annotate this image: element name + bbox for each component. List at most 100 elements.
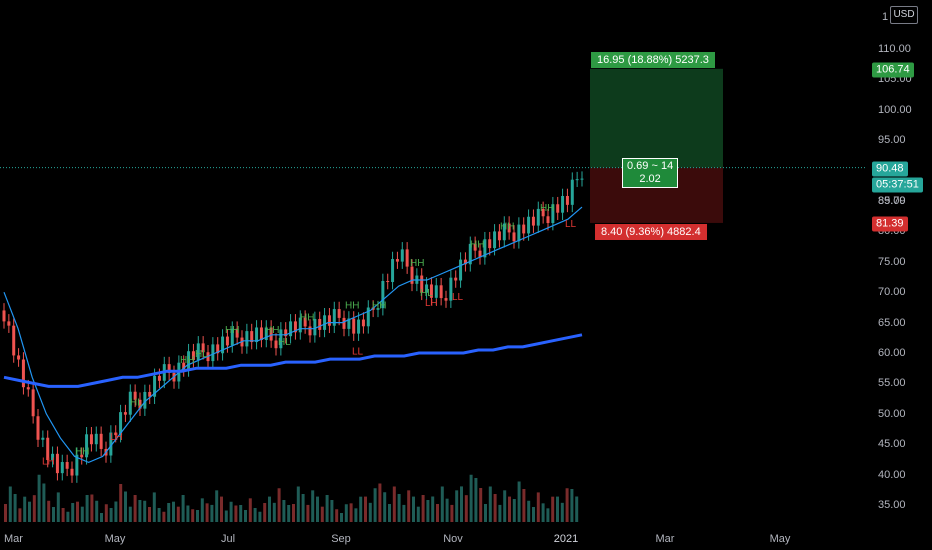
volume-bar — [66, 511, 70, 522]
volume-bar — [253, 508, 257, 522]
price-axis[interactable] — [866, 0, 932, 530]
candle-body — [99, 433, 103, 449]
volume-bar — [517, 481, 521, 522]
volume-bar — [349, 503, 353, 522]
swing-label: HH — [180, 355, 194, 366]
candle-body — [342, 317, 346, 329]
candle-body — [570, 179, 574, 205]
profit-label[interactable]: 16.95 (18.88%) 5237.3 — [591, 52, 715, 68]
profit-zone[interactable] — [590, 68, 723, 168]
candle-body — [235, 328, 239, 338]
volume-bar — [354, 508, 358, 522]
volume-bar — [143, 500, 147, 522]
loss-label[interactable]: 8.40 (9.36%) 4882.4 — [595, 224, 707, 240]
time-tick: Sep — [331, 533, 351, 545]
candle-body — [128, 391, 132, 415]
candle-body — [114, 432, 118, 436]
volume-bar — [220, 496, 223, 522]
candle-body — [119, 412, 123, 436]
candle-body — [420, 275, 424, 293]
candle-body — [454, 277, 458, 281]
volume-bar — [340, 513, 343, 522]
swing-label: HH — [500, 221, 514, 232]
volume-bar — [440, 486, 444, 522]
volume-bar — [176, 506, 180, 522]
volume-bar — [474, 478, 478, 522]
volume-bar — [114, 501, 118, 522]
time-tick: May — [769, 533, 791, 545]
candle-body — [259, 327, 263, 340]
risk-reward-label[interactable]: 0.69 ~ 14 2.02 — [622, 158, 679, 188]
volume-bar — [215, 490, 219, 522]
candle-body — [250, 331, 254, 343]
volume-bar — [128, 506, 132, 522]
volume-bar — [42, 483, 46, 522]
candle-body — [497, 231, 501, 241]
volume-bar — [90, 494, 94, 522]
candle-body — [318, 318, 322, 330]
swing-label: HL — [278, 337, 291, 348]
candle-body — [167, 364, 171, 373]
candle-body — [347, 318, 351, 329]
volume-bar — [508, 496, 511, 522]
swing-label: LH — [425, 298, 438, 309]
candle-body — [138, 399, 142, 409]
candle-body — [298, 317, 302, 333]
volume-bar — [546, 508, 550, 522]
candle-body — [478, 250, 482, 258]
volume-bar — [503, 490, 507, 522]
volume-bar — [460, 486, 463, 522]
candle-body — [366, 307, 370, 327]
candle-body — [187, 351, 191, 370]
moving-average-slow — [3, 333, 583, 388]
volume-bar — [172, 501, 175, 522]
candle-body — [439, 285, 443, 299]
volume-bar — [37, 474, 41, 522]
swing-label: HH — [300, 313, 314, 324]
price-tick: 40.00 — [878, 468, 906, 481]
candle-body — [289, 321, 293, 337]
candle-body — [463, 259, 467, 265]
volume-bar — [104, 504, 108, 522]
volume-bar — [229, 501, 233, 522]
volume-bar — [556, 496, 559, 522]
volume-bar — [234, 505, 238, 522]
volume-bar — [388, 504, 391, 522]
volume-bar — [157, 508, 161, 522]
volume-bar — [541, 503, 545, 522]
candle-body — [89, 434, 93, 445]
volume-bar — [56, 492, 60, 522]
volume-bar — [392, 486, 396, 522]
volume-bar — [85, 495, 89, 522]
volume-bar — [464, 495, 468, 522]
candle-body — [575, 179, 579, 181]
candle-body — [65, 462, 69, 469]
volume-bar — [167, 503, 171, 522]
candle-body — [143, 391, 147, 409]
volume-bar — [522, 489, 526, 522]
moving-average-fast — [3, 206, 583, 464]
volume-bar — [13, 494, 17, 522]
candle-body — [391, 259, 395, 283]
candle-body — [483, 239, 487, 258]
volume-bar — [479, 488, 483, 522]
prev-price-label: 89.79 — [878, 195, 906, 207]
price-tick: 35.00 — [878, 499, 906, 511]
candle-body — [7, 321, 11, 326]
candle-body — [327, 315, 331, 326]
time-axis[interactable] — [0, 530, 932, 550]
volume-bar — [493, 494, 497, 522]
candle-body — [512, 232, 516, 242]
candle-body — [522, 224, 526, 234]
candle-body — [51, 453, 55, 461]
volume-bar — [397, 494, 401, 522]
candle-body — [36, 416, 40, 440]
price-tick: 110.00 — [878, 43, 911, 55]
candle-body — [531, 216, 535, 226]
currency-button[interactable]: USD — [890, 6, 918, 24]
swing-label: LL — [352, 347, 364, 358]
volume-bar — [80, 506, 84, 522]
candle-body — [376, 308, 380, 310]
candle-body — [468, 243, 472, 265]
